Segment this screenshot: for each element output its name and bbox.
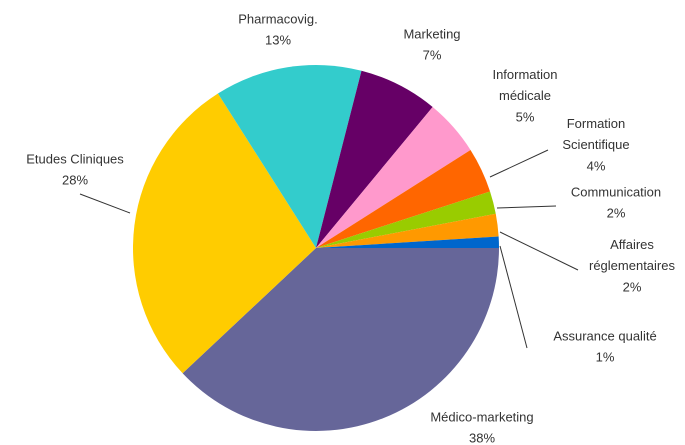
slice-label: Médico-marketing <box>430 409 533 424</box>
slice-label: Marketing <box>403 26 460 41</box>
pie-slice <box>316 236 499 248</box>
pie-slice <box>132 93 316 374</box>
slice-value-label: 2% <box>623 279 642 294</box>
pie-slice <box>182 248 499 431</box>
pie-slice <box>316 106 471 248</box>
slice-label: Formation Scientifique <box>562 116 629 152</box>
slice-value-label: 2% <box>607 205 626 220</box>
slice-value-label: 5% <box>516 109 535 124</box>
leader-line <box>79 193 131 214</box>
slice-label: Etudes Cliniques <box>26 151 124 166</box>
pie-slice <box>217 65 362 248</box>
slice-value-label: 1% <box>596 349 615 364</box>
slice-label: Affaires réglementaires <box>589 237 675 273</box>
slice-value-label: 7% <box>423 47 442 62</box>
leader-line <box>496 205 557 209</box>
pie-slice <box>316 213 499 248</box>
leader-line <box>499 231 579 271</box>
pie-slice <box>316 149 491 248</box>
leader-line <box>489 149 549 178</box>
slice-label: Pharmacovig. <box>238 11 317 26</box>
slice-value-label: 13% <box>265 32 291 47</box>
leader-line <box>499 245 528 349</box>
pie-slice <box>316 191 496 248</box>
slice-label: Assurance qualité <box>553 328 656 343</box>
slice-label: Communication <box>571 184 661 199</box>
slice-value-label: 28% <box>62 172 88 187</box>
slice-value-label: 38% <box>469 430 495 445</box>
slice-value-label: 4% <box>587 158 606 173</box>
pie-slice <box>316 70 433 248</box>
slice-label: Information médicale <box>492 67 557 103</box>
